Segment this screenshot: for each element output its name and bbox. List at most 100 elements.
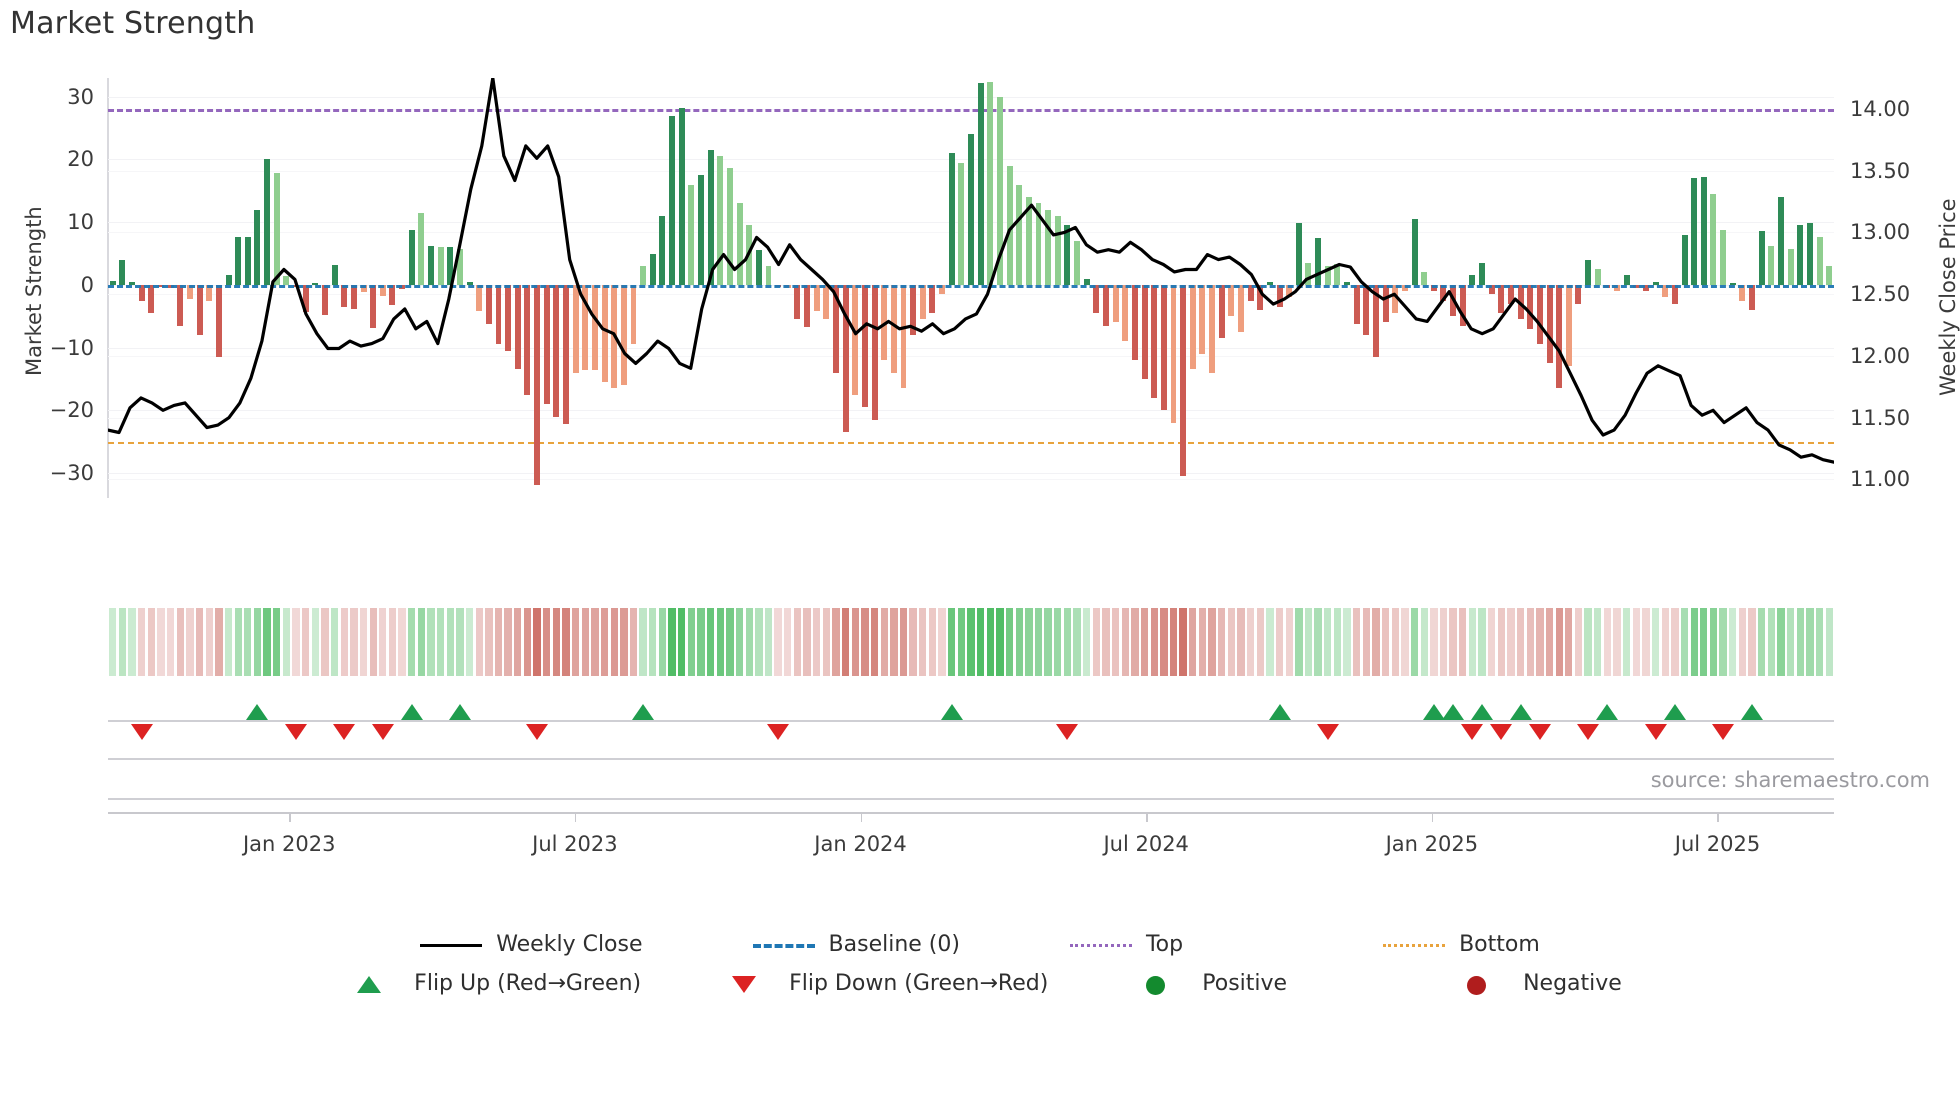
legend-item[interactable]: Top (1069, 932, 1184, 957)
heatmap-cell (996, 608, 1004, 676)
heatmap-cell (938, 608, 946, 676)
flip-down-marker (1577, 724, 1600, 740)
heatmap-cell (1497, 608, 1505, 676)
plot-left-spine (107, 78, 109, 498)
heatmap-cell (793, 608, 802, 676)
strength-bar (1247, 284, 1254, 301)
strength-bar (1295, 223, 1302, 285)
strength-bar (129, 281, 136, 285)
strength-bar (804, 284, 811, 328)
heatmap-cell (1603, 608, 1612, 676)
strength-bar (1353, 284, 1360, 324)
flip-down-marker (1056, 724, 1079, 740)
heatmap-cell (706, 608, 715, 676)
heatmap-cell (1353, 608, 1361, 676)
strength-bar (177, 284, 184, 326)
y-tick-label-left: 0 (80, 272, 94, 297)
heatmap-cell (813, 608, 821, 676)
strength-bar (1131, 284, 1138, 361)
heatmap-cell (1680, 608, 1689, 676)
strength-bar (1720, 229, 1727, 285)
strength-bar (428, 246, 434, 285)
heatmap-cell (263, 608, 271, 676)
strength-bar (1074, 240, 1081, 285)
legend-item[interactable]: Positive (1126, 971, 1287, 996)
legend-label: Top (1145, 932, 1184, 957)
flip-down-marker (333, 724, 356, 740)
flip-rule-bottom (108, 798, 1834, 800)
heatmap-cell (1381, 608, 1390, 676)
strength-bar (968, 134, 974, 285)
strength-bar (321, 284, 328, 315)
heatmap-cell (1150, 608, 1158, 676)
x-tick-label: Jul 2023 (532, 832, 618, 856)
strength-bar (1228, 284, 1235, 317)
legend-item[interactable]: Negative (1447, 971, 1622, 996)
heatmap-cell (1815, 608, 1824, 676)
heatmap-cell (1555, 608, 1563, 676)
legend-item[interactable]: Flip Up (Red→Green) (338, 971, 641, 996)
heatmap-cell (899, 608, 908, 676)
y-tick-label-right: 13.50 (1850, 158, 1911, 183)
heatmap-cell (1430, 608, 1438, 676)
heatmap-cell (909, 608, 917, 676)
strength-bar (148, 284, 155, 314)
strength-bar (1671, 284, 1678, 304)
strength-bar (1093, 284, 1100, 314)
heatmap-cell (1237, 608, 1245, 676)
x-tick-mark (1146, 812, 1148, 822)
heatmap-cell (1516, 608, 1525, 676)
strength-bar (1083, 278, 1090, 285)
strength-bar (225, 274, 232, 285)
flip-markers-panel (108, 690, 1834, 810)
legend-item[interactable]: Bottom (1383, 932, 1540, 957)
heatmap-cell (1420, 608, 1428, 676)
strength-bar (717, 156, 724, 285)
heatmap-cell (369, 608, 377, 676)
heatmap-cell (928, 608, 937, 676)
heatmap-cell (735, 608, 744, 676)
heatmap-cell (215, 608, 223, 676)
legend-swatch-triangle-down-icon (713, 973, 775, 995)
strength-bar (1536, 284, 1543, 345)
strength-bar (1189, 284, 1196, 370)
heatmap-cell (523, 608, 532, 676)
y-tick-label-left: −20 (49, 398, 94, 423)
strength-bar (1151, 284, 1158, 398)
strength-bar (1344, 282, 1351, 285)
strength-bar (1700, 177, 1707, 285)
strength-bar (244, 237, 251, 285)
strength-bar (553, 284, 560, 417)
heatmap-cell (658, 608, 667, 676)
heatmap-cell (1160, 608, 1168, 676)
strength-bar (418, 212, 425, 285)
heatmap-cell (205, 608, 213, 676)
heatmap-cell (726, 608, 734, 676)
strength-bar (1209, 284, 1216, 373)
strength-bar (1594, 269, 1601, 285)
heatmap-cell (1459, 608, 1467, 676)
gridline (108, 347, 1834, 349)
x-tick-label: Jul 2025 (1674, 832, 1761, 856)
heatmap-cell (244, 608, 252, 676)
heatmap-cell (620, 608, 628, 676)
x-axis-ticks: Jan 2023 Jul 2023 Jan 2024 Jul 2024 Jan 2025… (108, 812, 1834, 872)
legend-item[interactable]: Flip Down (Green→Red) (713, 971, 1048, 996)
heatmap-cell (1709, 608, 1718, 676)
strength-bar (1382, 284, 1389, 323)
legend-label: Positive (1202, 971, 1288, 996)
heatmap-cell (417, 608, 426, 676)
heatmap-cell (870, 608, 879, 676)
strength-bar (1642, 284, 1649, 292)
strength-bar (264, 159, 271, 285)
strength-bar (1498, 284, 1505, 314)
legend-item[interactable]: Baseline (0) (752, 932, 960, 957)
strength-bar (582, 284, 589, 371)
heatmap-cell (398, 608, 406, 676)
x-tick-mark (1717, 812, 1719, 822)
legend-label: Baseline (0) (828, 932, 960, 957)
strength-bar (842, 284, 849, 433)
legend-item[interactable]: Weekly Close (420, 932, 643, 957)
heatmap-cell (697, 608, 705, 676)
heatmap-cell (803, 608, 811, 676)
